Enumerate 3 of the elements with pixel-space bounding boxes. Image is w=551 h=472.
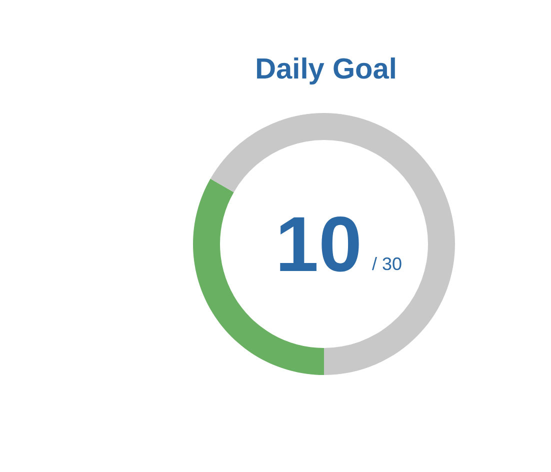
chart-title: Daily Goal <box>255 54 397 86</box>
text: 10 <box>275 200 362 288</box>
text: / 30 <box>372 254 402 274</box>
